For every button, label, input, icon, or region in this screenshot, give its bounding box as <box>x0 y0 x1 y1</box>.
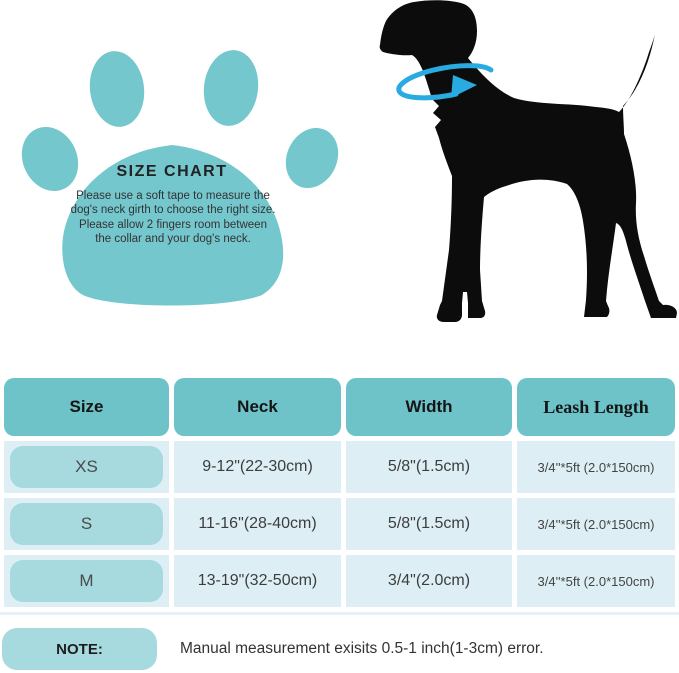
neck-girth-measure-arrow-icon <box>396 63 494 101</box>
instruction-line: dog's neck girth to choose the right siz… <box>70 204 276 217</box>
size-chart-instructions: Please use a soft tape to measure the do… <box>68 189 278 246</box>
size-chart-table: Size Neck Width Leash Length XS 9-12"(22… <box>0 378 679 607</box>
leash-length-cell: 3/4''*5ft (2.0*150cm) <box>517 441 675 493</box>
paw-print-graphic <box>21 50 339 306</box>
size-cell: M <box>4 555 169 607</box>
size-cell: XS <box>4 441 169 493</box>
table-header-row: Size Neck Width Leash Length <box>0 378 679 436</box>
paw-toe-right-inner <box>203 50 259 126</box>
size-badge: M <box>10 560 163 602</box>
instruction-line: Please allow 2 fingers room between <box>79 218 267 231</box>
paw-pad <box>62 145 284 306</box>
dog-silhouette <box>379 0 677 322</box>
instruction-line: Please use a soft tape to measure the <box>76 190 270 202</box>
size-badge: XS <box>10 446 163 488</box>
width-cell: 5/8"(1.5cm) <box>346 498 512 550</box>
width-cell: 5/8"(1.5cm) <box>346 441 512 493</box>
column-header-neck: Neck <box>174 378 341 436</box>
size-cell: S <box>4 498 169 550</box>
dog-silhouette-figure <box>379 0 677 322</box>
column-header-size: Size <box>4 378 169 436</box>
note-badge: NOTE: <box>2 628 157 670</box>
table-row-xs: XS 9-12"(22-30cm) 5/8"(1.5cm) 3/4''*5ft … <box>0 441 679 493</box>
note-text: Manual measurement exisits 0.5-1 inch(1-… <box>180 640 544 657</box>
size-chart-title: SIZE CHART <box>116 163 228 180</box>
table-row-s: S 11-16"(28-40cm) 5/8"(1.5cm) 3/4''*5ft … <box>0 498 679 550</box>
table-row-m: M 13-19"(32-50cm) 3/4"(2.0cm) 3/4''*5ft … <box>0 555 679 607</box>
paw-toe-right-outer <box>285 127 339 189</box>
leash-length-cell: 3/4''*5ft (2.0*150cm) <box>517 498 675 550</box>
neck-cell: 11-16"(28-40cm) <box>174 498 341 550</box>
note-divider <box>0 612 679 615</box>
size-badge: S <box>10 503 163 545</box>
instruction-line: the collar and your dog's neck. <box>95 232 251 245</box>
neck-cell: 9-12"(22-30cm) <box>174 441 341 493</box>
width-cell: 3/4"(2.0cm) <box>346 555 512 607</box>
paw-toe-left-inner <box>89 51 145 127</box>
column-header-width: Width <box>346 378 512 436</box>
neck-cell: 13-19"(32-50cm) <box>174 555 341 607</box>
column-header-leash-length: Leash Length <box>517 378 675 436</box>
paw-toe-left-outer <box>21 126 79 192</box>
leash-length-cell: 3/4''*5ft (2.0*150cm) <box>517 555 675 607</box>
